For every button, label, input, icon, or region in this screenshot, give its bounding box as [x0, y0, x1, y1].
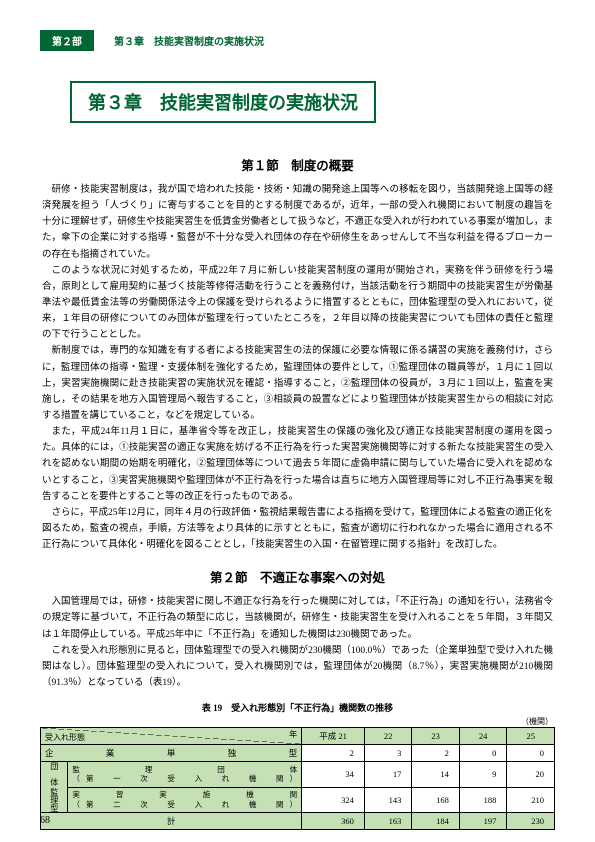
col-header: 22	[364, 728, 412, 745]
cell: 230	[507, 813, 555, 830]
corner-cat: 受入れ形態	[45, 732, 85, 743]
cell: 184	[412, 813, 460, 830]
cell: 188	[459, 787, 507, 813]
col-header: 平成 21	[302, 728, 365, 745]
table-corner: 年 受入れ形態	[41, 728, 302, 745]
row-label: 監 理 団 体 （第 一 次 受 入 れ 機 関）	[68, 762, 302, 788]
section-1-title: 第１節 制度の概要	[40, 155, 555, 174]
paragraph: さらに，平成25年12月に，同年４月の行政評価・監視結果報告書による指摘を受けて…	[42, 505, 553, 553]
table-row: 企 業 単 独 型 2 3 2 0 0	[41, 745, 555, 762]
cell: 210	[507, 787, 555, 813]
cell: 9	[459, 762, 507, 788]
paragraph: また，平成24年11月１日に，基準省令等を改正し，技能実習生の保護の強化及び適正…	[42, 424, 553, 505]
paragraph: このような状況に対処するため，平成22年７月に新しい技能実習制度の運用が開始され…	[42, 263, 553, 344]
row-label: 企 業 単 独 型	[41, 745, 302, 762]
table-row: 実 習 実 施 機 関 （第 二 次 受 入 れ 機 関） 324 143 16…	[41, 787, 555, 813]
cell: 2	[302, 745, 365, 762]
col-header: 25	[507, 728, 555, 745]
paragraph: 研修・技能実習制度は，我が国で培われた技能・技術・知識の開発途上国等への移転を図…	[42, 182, 553, 263]
cell: 2	[412, 745, 460, 762]
row-group-label: 団 体 監理型	[41, 762, 68, 813]
cell: 17	[364, 762, 412, 788]
cell: 20	[507, 762, 555, 788]
page-header: 第２部 第３章 技能実習制度の実施状況	[40, 30, 555, 51]
page-number: 68	[40, 815, 50, 826]
col-header: 24	[459, 728, 507, 745]
cell: 163	[364, 813, 412, 830]
cell: 168	[412, 787, 460, 813]
table-sum-row: 計 360 163 184 197 230	[41, 813, 555, 830]
breadcrumb: 第３章 技能実習制度の実施状況	[114, 33, 264, 48]
paragraph: 新制度では，専門的な知識を有する者による技能実習生の法的保護に必要な情報に係る講…	[42, 343, 553, 424]
cell: 0	[459, 745, 507, 762]
cell: 34	[302, 762, 365, 788]
cell: 197	[459, 813, 507, 830]
table-19: 年 受入れ形態 平成 21 22 23 24 25 企 業 単 独 型 2 3 …	[40, 727, 555, 830]
paragraph: これを受入れ形態別に見ると，団体監理型での受入れ機関が230機関（100.0％）…	[42, 643, 553, 691]
cell: 14	[412, 762, 460, 788]
cell: 0	[507, 745, 555, 762]
part-tab: 第２部	[40, 30, 94, 51]
section-2-title: 第２節 不適正な事案への対処	[40, 567, 555, 586]
sum-label: 計	[41, 813, 302, 830]
table-unit: （機関）	[40, 716, 553, 727]
cell: 324	[302, 787, 365, 813]
cell: 360	[302, 813, 365, 830]
cell: 143	[364, 787, 412, 813]
cell: 3	[364, 745, 412, 762]
row-label: 実 習 実 施 機 関 （第 二 次 受 入 れ 機 関）	[68, 787, 302, 813]
paragraph: 入国管理局では，研修・技能実習に関し不適正な行為を行った機関に対しては，「不正行…	[42, 594, 553, 642]
corner-year: 年	[289, 729, 297, 740]
table-row: 団 体 監理型 監 理 団 体 （第 一 次 受 入 れ 機 関） 34 17 …	[41, 762, 555, 788]
col-header: 23	[412, 728, 460, 745]
chapter-title: 第３章 技能実習制度の実施状況	[70, 81, 376, 123]
table-caption: 表 19 受入れ形態別「不正行為」機関数の推移	[40, 701, 555, 714]
